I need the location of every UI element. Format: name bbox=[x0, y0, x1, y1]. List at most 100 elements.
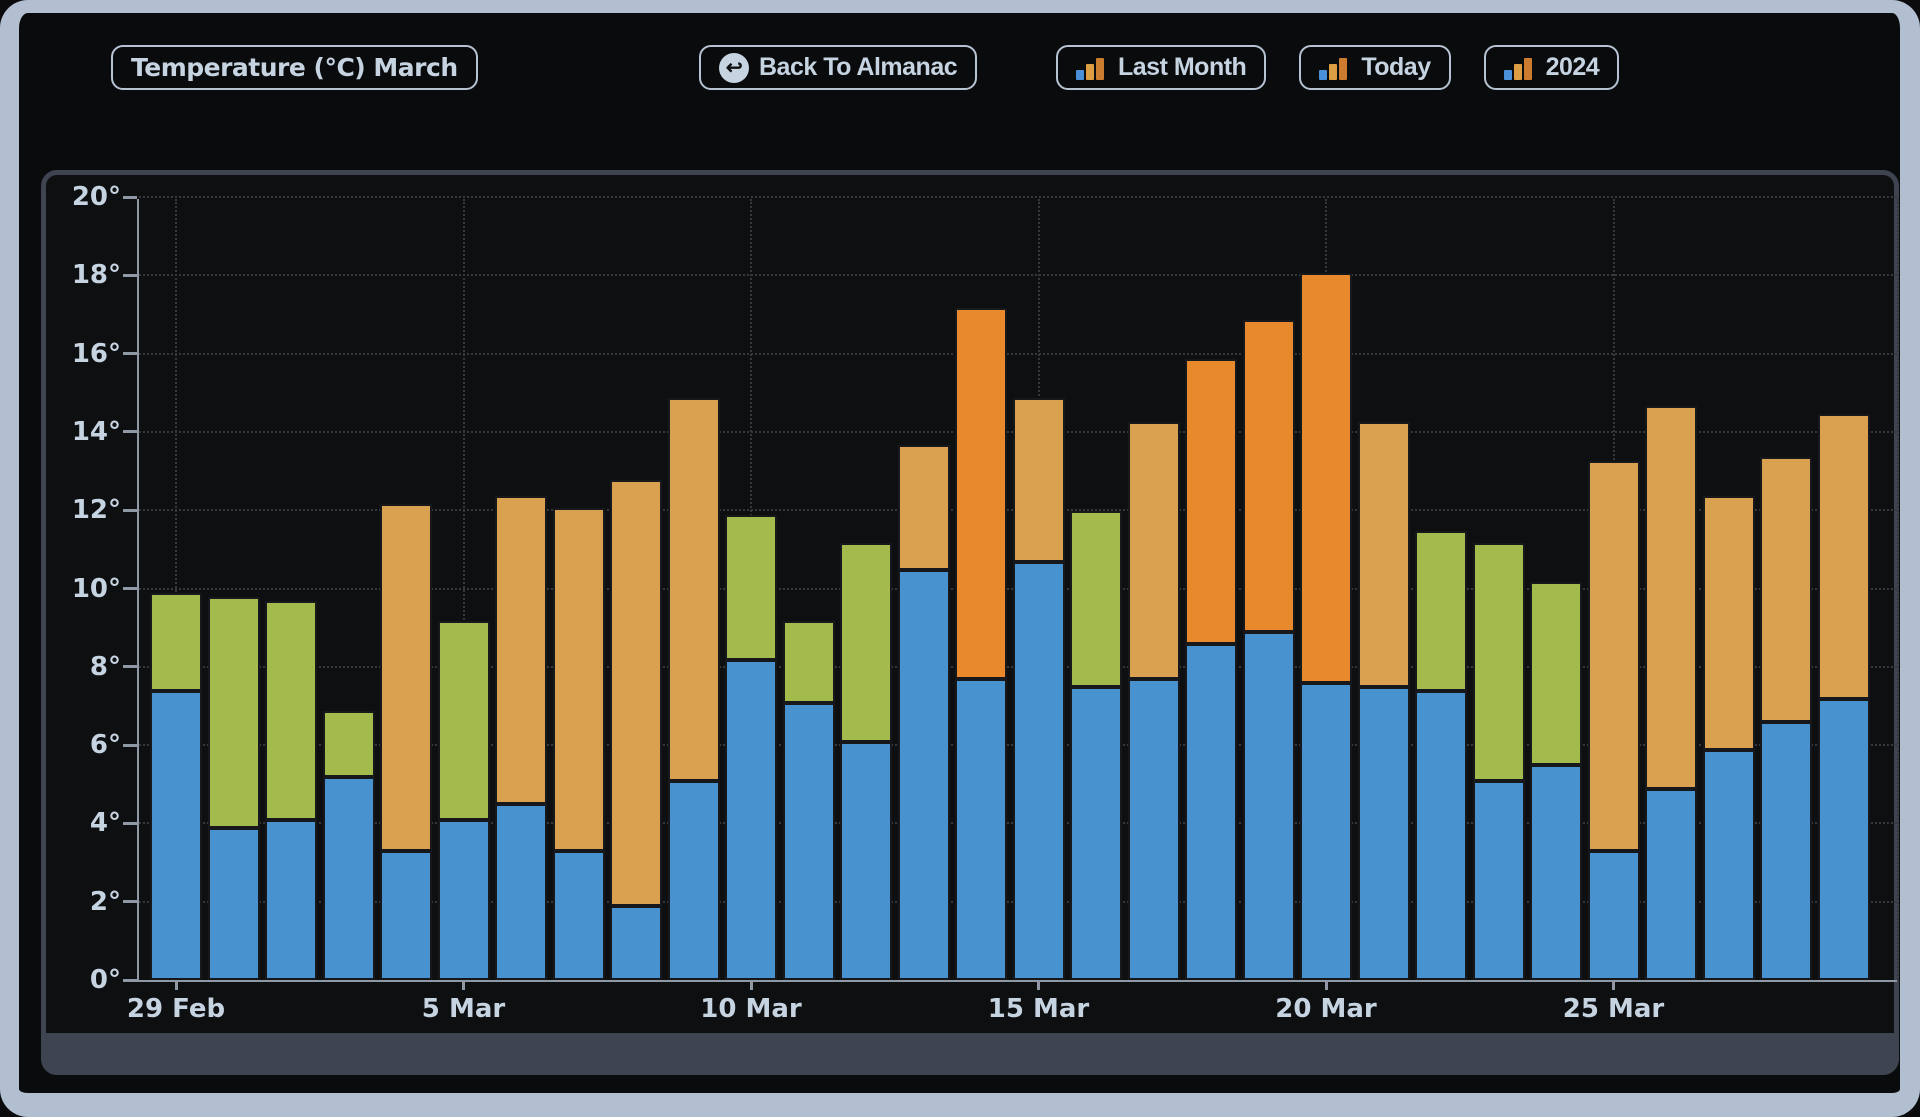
chart-title-chip: Temperature (°C) March bbox=[111, 45, 478, 90]
bar-low-29-feb bbox=[150, 691, 202, 980]
bar-high-28-mar bbox=[1760, 456, 1812, 723]
gridline-horizontal bbox=[139, 274, 1897, 277]
bar-high-5-mar bbox=[437, 620, 490, 820]
bar-high-29-mar bbox=[1817, 413, 1870, 699]
bar-high-6-mar bbox=[495, 495, 547, 805]
gridline-horizontal bbox=[139, 196, 1897, 198]
x-axis-label: 10 Mar bbox=[700, 994, 802, 1024]
x-axis-tick bbox=[1324, 980, 1328, 990]
bar-high-15-mar bbox=[1012, 398, 1065, 563]
bar-low-6-mar bbox=[495, 804, 547, 980]
y-axis-tick bbox=[123, 587, 137, 590]
y-axis-tick bbox=[123, 430, 137, 434]
bar-high-16-mar bbox=[1070, 511, 1122, 688]
y-axis-tick bbox=[123, 195, 137, 199]
page-title: Temperature (°C) March bbox=[131, 53, 458, 82]
gridline-vertical bbox=[1897, 199, 1899, 980]
x-axis-tick bbox=[174, 980, 178, 990]
year-label: 2024 bbox=[1545, 53, 1600, 81]
bar-high-14-mar bbox=[955, 308, 1007, 680]
x-axis-label: 20 Mar bbox=[1275, 994, 1377, 1024]
bar-chart-icon bbox=[1319, 56, 1351, 80]
y-axis-tick bbox=[123, 508, 137, 512]
y-axis-label: 20° bbox=[71, 182, 121, 212]
gridline-horizontal bbox=[139, 352, 1897, 355]
bar-low-3-mar bbox=[322, 776, 375, 980]
x-axis-label: 29 Feb bbox=[126, 994, 226, 1024]
y-axis-label: 8° bbox=[89, 651, 121, 682]
today-button[interactable]: Today bbox=[1299, 45, 1451, 90]
today-label: Today bbox=[1361, 53, 1431, 81]
bar-low-14-mar bbox=[955, 679, 1007, 980]
panel-footer-bar bbox=[45, 1033, 1895, 1071]
bar-low-24-mar bbox=[1530, 765, 1582, 980]
bar-high-7-mar bbox=[552, 507, 605, 852]
bar-low-13-mar bbox=[897, 569, 950, 980]
y-axis-label: 6° bbox=[89, 730, 121, 761]
bar-low-23-mar bbox=[1472, 780, 1525, 980]
bar-high-2-mar bbox=[265, 601, 317, 820]
x-axis-label: 5 Mar bbox=[421, 994, 506, 1024]
y-axis-label: 12° bbox=[71, 495, 121, 526]
bar-low-4-mar bbox=[380, 851, 432, 980]
year-2024-button[interactable]: 2024 bbox=[1483, 45, 1620, 90]
x-axis-label: 25 Mar bbox=[1562, 994, 1665, 1024]
bar-high-20-mar bbox=[1300, 273, 1352, 684]
bar-low-22-mar bbox=[1415, 691, 1467, 980]
bar-high-18-mar bbox=[1185, 359, 1237, 645]
bar-high-4-mar bbox=[380, 503, 432, 852]
y-axis-tick bbox=[123, 273, 137, 277]
back-arrow-icon: ↩ bbox=[719, 52, 749, 83]
bar-low-15-mar bbox=[1012, 562, 1065, 980]
bar-high-1-mar bbox=[207, 597, 260, 828]
y-axis-label: 16° bbox=[71, 338, 121, 369]
back-to-almanac-button[interactable]: ↩ Back To Almanac bbox=[699, 45, 978, 90]
y-axis-tick bbox=[123, 978, 137, 982]
bar-chart-icon bbox=[1503, 56, 1536, 80]
bar-high-29-feb bbox=[150, 593, 202, 692]
bar-high-25-mar bbox=[1587, 460, 1640, 852]
bar-high-12-mar bbox=[840, 542, 892, 742]
bar-low-21-mar bbox=[1357, 687, 1410, 980]
bar-chart-icon bbox=[1076, 56, 1108, 80]
bar-low-28-mar bbox=[1760, 722, 1812, 980]
y-axis-label: 14° bbox=[71, 416, 121, 447]
chart-panel: 0° 2° 4° 6° 8° 10° 12° 14° 16° 18° 20° 29 Feb 5 Mar 1… bbox=[41, 170, 1899, 1075]
bar-high-24-mar bbox=[1530, 581, 1582, 766]
bar-low-8-mar bbox=[610, 905, 662, 980]
bar-low-20-mar bbox=[1300, 683, 1352, 980]
y-axis-label: 2° bbox=[89, 886, 121, 917]
bar-high-11-mar bbox=[782, 620, 835, 703]
bar-low-10-mar bbox=[725, 659, 777, 980]
bar-low-16-mar bbox=[1070, 687, 1122, 980]
y-axis-tick bbox=[123, 743, 137, 747]
y-axis-tick bbox=[123, 352, 137, 356]
bar-low-27-mar bbox=[1702, 749, 1755, 980]
bar-high-8-mar bbox=[610, 480, 662, 906]
last-month-button[interactable]: Last Month bbox=[1056, 45, 1267, 90]
bar-low-26-mar bbox=[1645, 788, 1697, 980]
bar-low-7-mar bbox=[552, 851, 605, 980]
last-month-label: Last Month bbox=[1118, 53, 1247, 81]
plot-area: 0° 2° 4° 6° 8° 10° 12° 14° 16° 18° 20° 29 Feb 5 Mar 1… bbox=[72, 182, 1899, 1024]
bar-low-18-mar bbox=[1185, 644, 1237, 980]
bar-low-29-mar bbox=[1817, 698, 1870, 980]
bar-high-9-mar bbox=[667, 398, 720, 781]
bar-high-22-mar bbox=[1415, 530, 1467, 692]
y-axis-label: 4° bbox=[89, 808, 121, 839]
bar-low-11-mar bbox=[782, 702, 835, 980]
x-axis-tick bbox=[1612, 980, 1615, 990]
bar-high-21-mar bbox=[1357, 421, 1410, 688]
y-axis-label: 18° bbox=[71, 260, 121, 291]
bar-low-9-mar bbox=[667, 780, 720, 980]
x-axis-tick bbox=[462, 980, 465, 990]
back-button-label: Back To Almanac bbox=[759, 53, 958, 81]
bar-low-25-mar bbox=[1587, 851, 1640, 980]
x-axis-label: 15 Mar bbox=[987, 994, 1090, 1024]
y-axis-label: 0° bbox=[89, 965, 121, 995]
y-axis-tick bbox=[123, 900, 137, 904]
bar-low-1-mar bbox=[207, 827, 260, 980]
y-axis-tick bbox=[123, 665, 137, 669]
bar-high-19-mar bbox=[1242, 320, 1295, 633]
bar-low-17-mar bbox=[1127, 679, 1180, 980]
